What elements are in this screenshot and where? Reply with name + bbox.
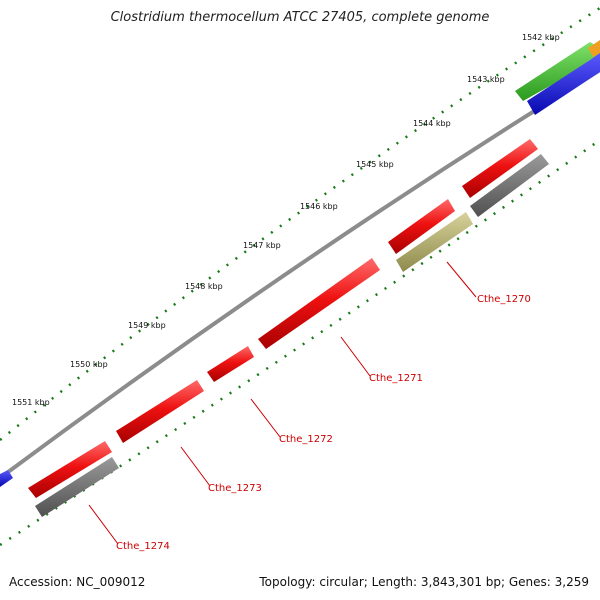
leader-lines xyxy=(88,261,477,545)
genome-summary-text: Topology: circular; Length: 3,843,301 bp… xyxy=(259,575,589,589)
tick-label: 1549 kbp xyxy=(128,321,166,330)
feature-blue-right[interactable] xyxy=(527,53,600,115)
map-title: Clostridium thermocellum ATCC 27405, com… xyxy=(110,10,490,25)
cds-feature[interactable] xyxy=(388,199,455,254)
cds-feature[interactable] xyxy=(28,441,112,498)
gene-label[interactable]: Cthe_1274 xyxy=(116,541,170,552)
tick-label: 1546 kbp xyxy=(300,202,338,211)
gene-feature[interactable] xyxy=(35,457,119,517)
tick-label: 1547 kbp xyxy=(243,241,281,250)
feature-green[interactable] xyxy=(515,42,600,101)
cds-feature[interactable] xyxy=(207,346,254,382)
tick-label: 1550 kbp xyxy=(70,360,108,369)
tick-label: 1544 kbp xyxy=(413,119,451,128)
feature-orange[interactable] xyxy=(588,40,600,57)
rna-feature[interactable] xyxy=(396,212,473,272)
genome-backbone xyxy=(0,68,600,480)
gene-feature[interactable] xyxy=(470,154,549,217)
cds-feature[interactable] xyxy=(462,139,538,198)
tick-ring-outer xyxy=(0,6,600,441)
accession-text: Accession: NC_009012 xyxy=(9,575,146,589)
cds-feature[interactable] xyxy=(258,258,380,349)
feature-blue-left[interactable] xyxy=(0,470,13,487)
gene-label[interactable]: Cthe_1271 xyxy=(369,373,423,384)
tick-label: 1543 kbp xyxy=(467,75,505,84)
tick-label: 1545 kbp xyxy=(356,160,394,169)
gene-label[interactable]: Cthe_1272 xyxy=(279,434,333,445)
tick-label: 1551 kbp xyxy=(12,398,50,407)
tick-label: 1548 kbp xyxy=(185,282,223,291)
cds-feature[interactable] xyxy=(116,380,204,443)
gene-label[interactable]: Cthe_1270 xyxy=(477,294,531,305)
tick-label: 1542 kbp xyxy=(522,33,560,42)
gene-label[interactable]: Cthe_1273 xyxy=(208,483,262,494)
